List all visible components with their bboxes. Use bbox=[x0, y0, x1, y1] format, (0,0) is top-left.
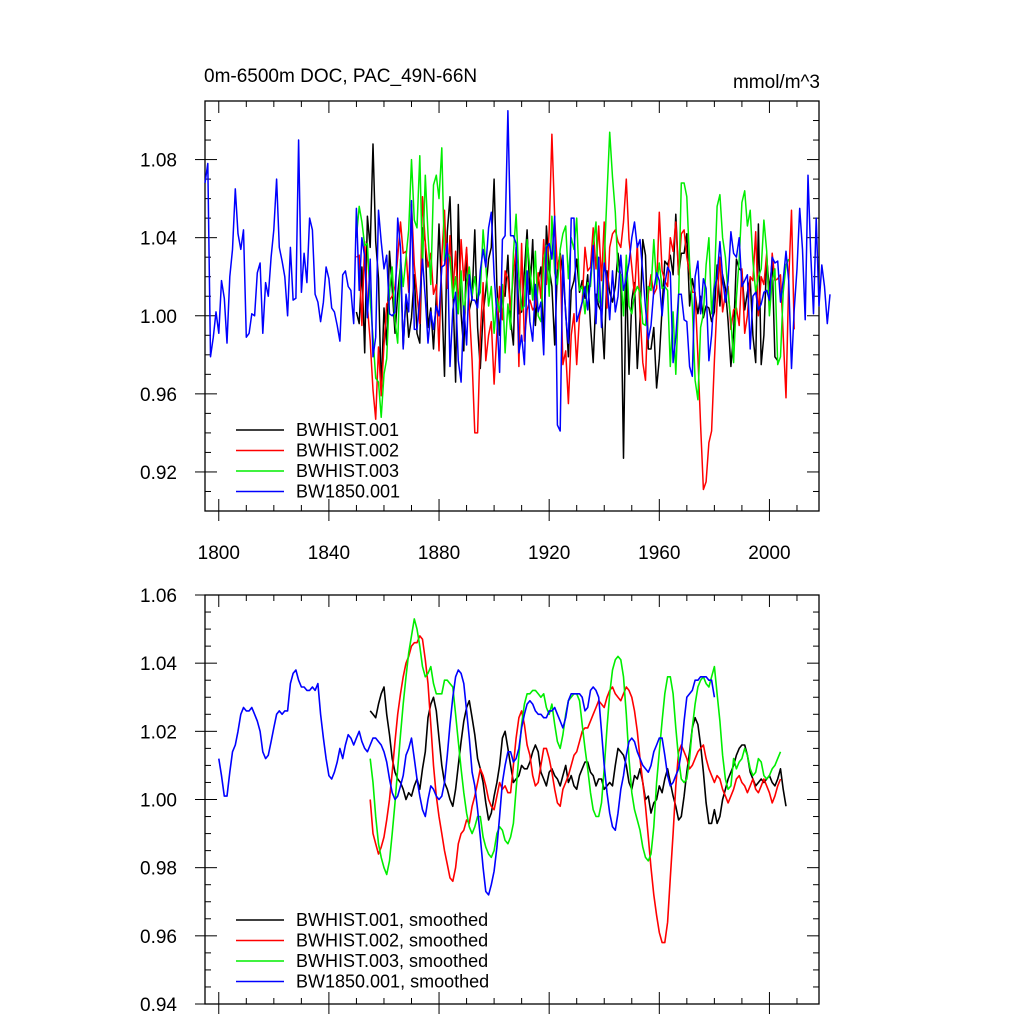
x-tick-label: 1800 bbox=[198, 543, 240, 564]
legend-label-3: BWHIST.003 bbox=[296, 461, 399, 481]
series-line-1 bbox=[369, 686, 787, 825]
legend-label-1: BWHIST.001 bbox=[296, 420, 399, 440]
legend-label-1: BWHIST.001, smoothed bbox=[296, 910, 488, 930]
y-tick-label: 1.02 bbox=[140, 722, 177, 743]
top-series-group bbox=[204, 110, 831, 491]
top-chart-units: mmol/m^3 bbox=[733, 72, 820, 93]
legend-label-2: BWHIST.002, smoothed bbox=[296, 931, 488, 951]
x-tick-label: 1960 bbox=[638, 543, 680, 564]
series-line-4 bbox=[204, 110, 831, 432]
series-line-3 bbox=[355, 131, 790, 419]
series-line-4 bbox=[218, 669, 716, 896]
y-tick-label: 1.04 bbox=[140, 654, 177, 675]
bottom-series-group bbox=[218, 618, 787, 944]
legend-label-3: BWHIST.003, smoothed bbox=[296, 951, 488, 971]
x-tick-label: 1840 bbox=[308, 543, 350, 564]
y-tick-label: 0.96 bbox=[140, 385, 177, 406]
y-tick-label: 1.00 bbox=[140, 791, 177, 812]
legend-label-4: BW1850.001 bbox=[296, 482, 400, 502]
y-tick-label: 0.94 bbox=[140, 995, 177, 1016]
legend-label-4: BW1850.001, smoothed bbox=[296, 972, 489, 992]
y-tick-label: 0.98 bbox=[140, 859, 177, 880]
series-line-2 bbox=[369, 635, 782, 944]
y-tick-label: 0.96 bbox=[140, 927, 177, 948]
x-tick-label: 1920 bbox=[528, 543, 570, 564]
top-chart-title: 0m-6500m DOC, PAC_49N-66N bbox=[204, 66, 477, 87]
x-tick-label: 2000 bbox=[748, 543, 790, 564]
legend-label-2: BWHIST.002 bbox=[296, 441, 399, 461]
x-tick-label: 1880 bbox=[418, 543, 460, 564]
y-tick-label: 1.04 bbox=[140, 229, 177, 250]
y-tick-label: 1.08 bbox=[140, 151, 177, 172]
y-tick-label: 1.06 bbox=[140, 586, 177, 607]
top-axis-ticks: 1800 1840 1880 1920 1960 2000 0.92 0.96 1.00 1.04… bbox=[140, 100, 819, 564]
bottom-axis-ticks: 0.94 0.96 0.98 1.00 1.02 1.04 1.06 bbox=[140, 586, 819, 1016]
y-tick-label: 1.00 bbox=[140, 307, 177, 328]
y-tick-label: 0.92 bbox=[140, 463, 177, 484]
